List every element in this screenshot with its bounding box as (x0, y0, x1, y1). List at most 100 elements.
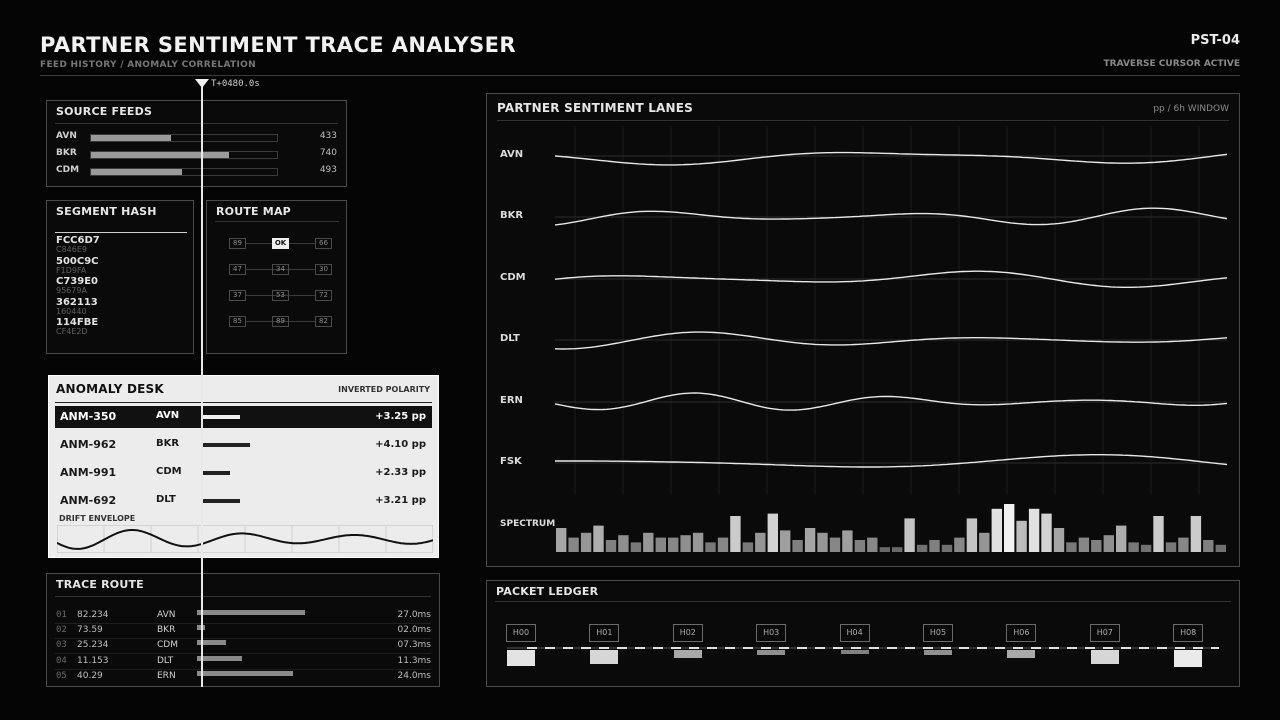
trace-route-title: TRACE ROUTE (56, 578, 144, 591)
trace-row[interactable]: 05 40.29 ERN 24.0ms (47, 669, 439, 684)
cursor-marker-icon[interactable] (195, 79, 209, 88)
lane-trace (554, 207, 1228, 226)
anomaly-delta: +4.10 pp (375, 439, 426, 450)
anomaly-delta: +3.21 pp (375, 495, 426, 506)
packet-tag[interactable]: H05 (923, 624, 953, 642)
spectrum-bar (668, 537, 679, 552)
route-node[interactable]: 34 (272, 264, 289, 275)
packet-tag[interactable]: H08 (1173, 624, 1204, 642)
trace-address: 11.153 (77, 655, 109, 666)
traverse-cursor[interactable] (201, 80, 203, 687)
spectrum-bar (730, 516, 741, 552)
route-link (246, 321, 315, 322)
anomaly-channel: AVN (156, 410, 180, 421)
sentiment-lanes-panel: PARTNER SENTIMENT LANES pp / 6h WINDOW A… (486, 93, 1240, 567)
anomaly-row[interactable]: ANM-692 DLT +3.21 pp (55, 490, 432, 512)
route-link (246, 295, 315, 296)
anomaly-row[interactable]: ANM-991 CDM +2.33 pp (55, 462, 432, 484)
page-subtitle: FEED HISTORY / ANOMALY CORRELATION (40, 60, 256, 70)
trace-latency: 11.3ms (397, 655, 432, 666)
lane-label: ERN (500, 395, 523, 406)
lane-trace (554, 331, 1228, 350)
packet-tag[interactable]: H04 (839, 624, 870, 642)
route-node[interactable]: 37 (229, 290, 246, 301)
trace-latency-bar (197, 640, 227, 646)
trace-row[interactable]: 01 82.234 AVN 27.0ms (47, 608, 439, 623)
spectrum-bar (817, 532, 828, 552)
sentiment-lanes-chart (554, 126, 1228, 552)
anomaly-id: ANM-962 (60, 438, 117, 451)
lane-label: AVN (500, 149, 524, 160)
packet-tag[interactable]: H01 (589, 624, 620, 642)
lane-label: DLT (500, 333, 520, 344)
route-node[interactable]: 53 (272, 290, 289, 301)
row-divider (55, 638, 431, 640)
route-node[interactable]: 89 (272, 316, 289, 327)
anomaly-row[interactable]: ANM-962 BKR +4.10 pp (55, 434, 432, 456)
spectrum-bar (630, 542, 642, 552)
spectrum-bar (742, 542, 754, 552)
route-node[interactable]: 30 (315, 264, 332, 275)
route-link (246, 269, 315, 270)
drift-envelope-label: DRIFT ENVELOPE (59, 514, 136, 523)
packet-tag[interactable]: H06 (1006, 624, 1037, 642)
packet-level-block (1007, 650, 1036, 659)
spectrum-bar (568, 537, 579, 552)
anomaly-delta: +2.33 pp (375, 467, 426, 478)
lane-trace (554, 270, 1228, 288)
anomaly-id: ANM-692 (60, 494, 117, 507)
trace-address: 82.234 (77, 610, 109, 620)
trace-row[interactable]: 02 73.59 BKR 02.0ms (47, 623, 439, 638)
anomaly-channel: DLT (156, 494, 176, 505)
trace-address: 25.234 (77, 640, 109, 651)
trace-hop-index: 01 (56, 610, 67, 620)
anomaly-channel: CDM (156, 466, 182, 477)
trace-latency-bar (197, 655, 243, 661)
spectrum-bar (1053, 528, 1065, 552)
trace-channel: AVN (157, 610, 176, 620)
route-node[interactable]: 47 (229, 264, 246, 275)
route-node[interactable]: 89 (229, 238, 246, 249)
feed-label: CDM (56, 165, 80, 175)
hash-subvalue: 95679A (56, 286, 87, 295)
hash-subvalue: CF4E2D (56, 327, 88, 336)
anomaly-magnitude-bar (203, 471, 230, 475)
trace-latency: 02.0ms (397, 625, 432, 636)
spectrum-bar (979, 532, 990, 552)
packet-tag[interactable]: H00 (506, 624, 536, 642)
packet-tag[interactable]: H07 (1089, 624, 1120, 642)
spectrum-bar (1016, 520, 1027, 552)
packet-tag[interactable]: H03 (756, 624, 787, 642)
route-node[interactable]: 85 (229, 316, 246, 327)
source-feeds-panel: SOURCE FEEDS AVN 433 BKR 740 CDM 493 (46, 100, 347, 187)
packet-level-block (924, 650, 952, 655)
route-node[interactable]: 82 (315, 316, 332, 327)
trace-row[interactable]: 04 11.153 DLT 11.3ms (47, 654, 439, 669)
trace-hop-index: 03 (56, 640, 67, 651)
spectrum-bar (717, 537, 729, 552)
spectrum-bar (892, 547, 903, 552)
trace-channel: ERN (157, 670, 176, 681)
feed-value: 493 (319, 165, 337, 175)
row-divider (55, 653, 431, 655)
spectrum-bar (1078, 537, 1090, 552)
route-node[interactable]: 66 (315, 238, 332, 249)
route-node[interactable]: 72 (315, 290, 332, 301)
spectrum-bar (929, 540, 940, 552)
spectrum-bar (867, 537, 878, 552)
lane-trace (554, 392, 1228, 411)
spectrum-bar (1128, 542, 1139, 552)
feed-bar-fill (91, 135, 171, 141)
divider (495, 601, 1231, 602)
row-divider (55, 623, 431, 624)
spectrum-bar (1140, 544, 1152, 552)
header-divider (40, 75, 1240, 76)
lanes-title: PARTNER SENTIMENT LANES (497, 101, 694, 115)
divider (55, 232, 187, 233)
spectrum-bar (767, 513, 778, 552)
anomaly-row[interactable]: ANM-350 AVN +3.25 pp (55, 406, 432, 428)
packet-tag[interactable]: H02 (672, 624, 703, 642)
spectrum-bar (605, 540, 617, 552)
route-node[interactable]: OK (272, 238, 289, 249)
trace-row[interactable]: 03 25.234 CDM 07.3ms (47, 638, 439, 653)
